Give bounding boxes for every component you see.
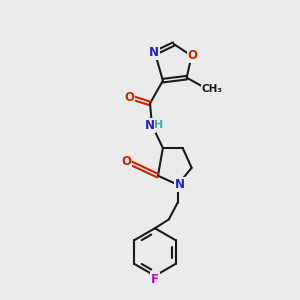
Text: O: O	[124, 91, 134, 104]
Text: N: N	[145, 119, 155, 132]
Text: H: H	[154, 120, 164, 130]
Text: N: N	[175, 178, 185, 191]
Text: CH₃: CH₃	[202, 84, 223, 94]
Text: O: O	[121, 155, 131, 168]
Text: O: O	[188, 50, 198, 62]
Text: N: N	[149, 46, 159, 59]
Text: F: F	[151, 273, 159, 286]
